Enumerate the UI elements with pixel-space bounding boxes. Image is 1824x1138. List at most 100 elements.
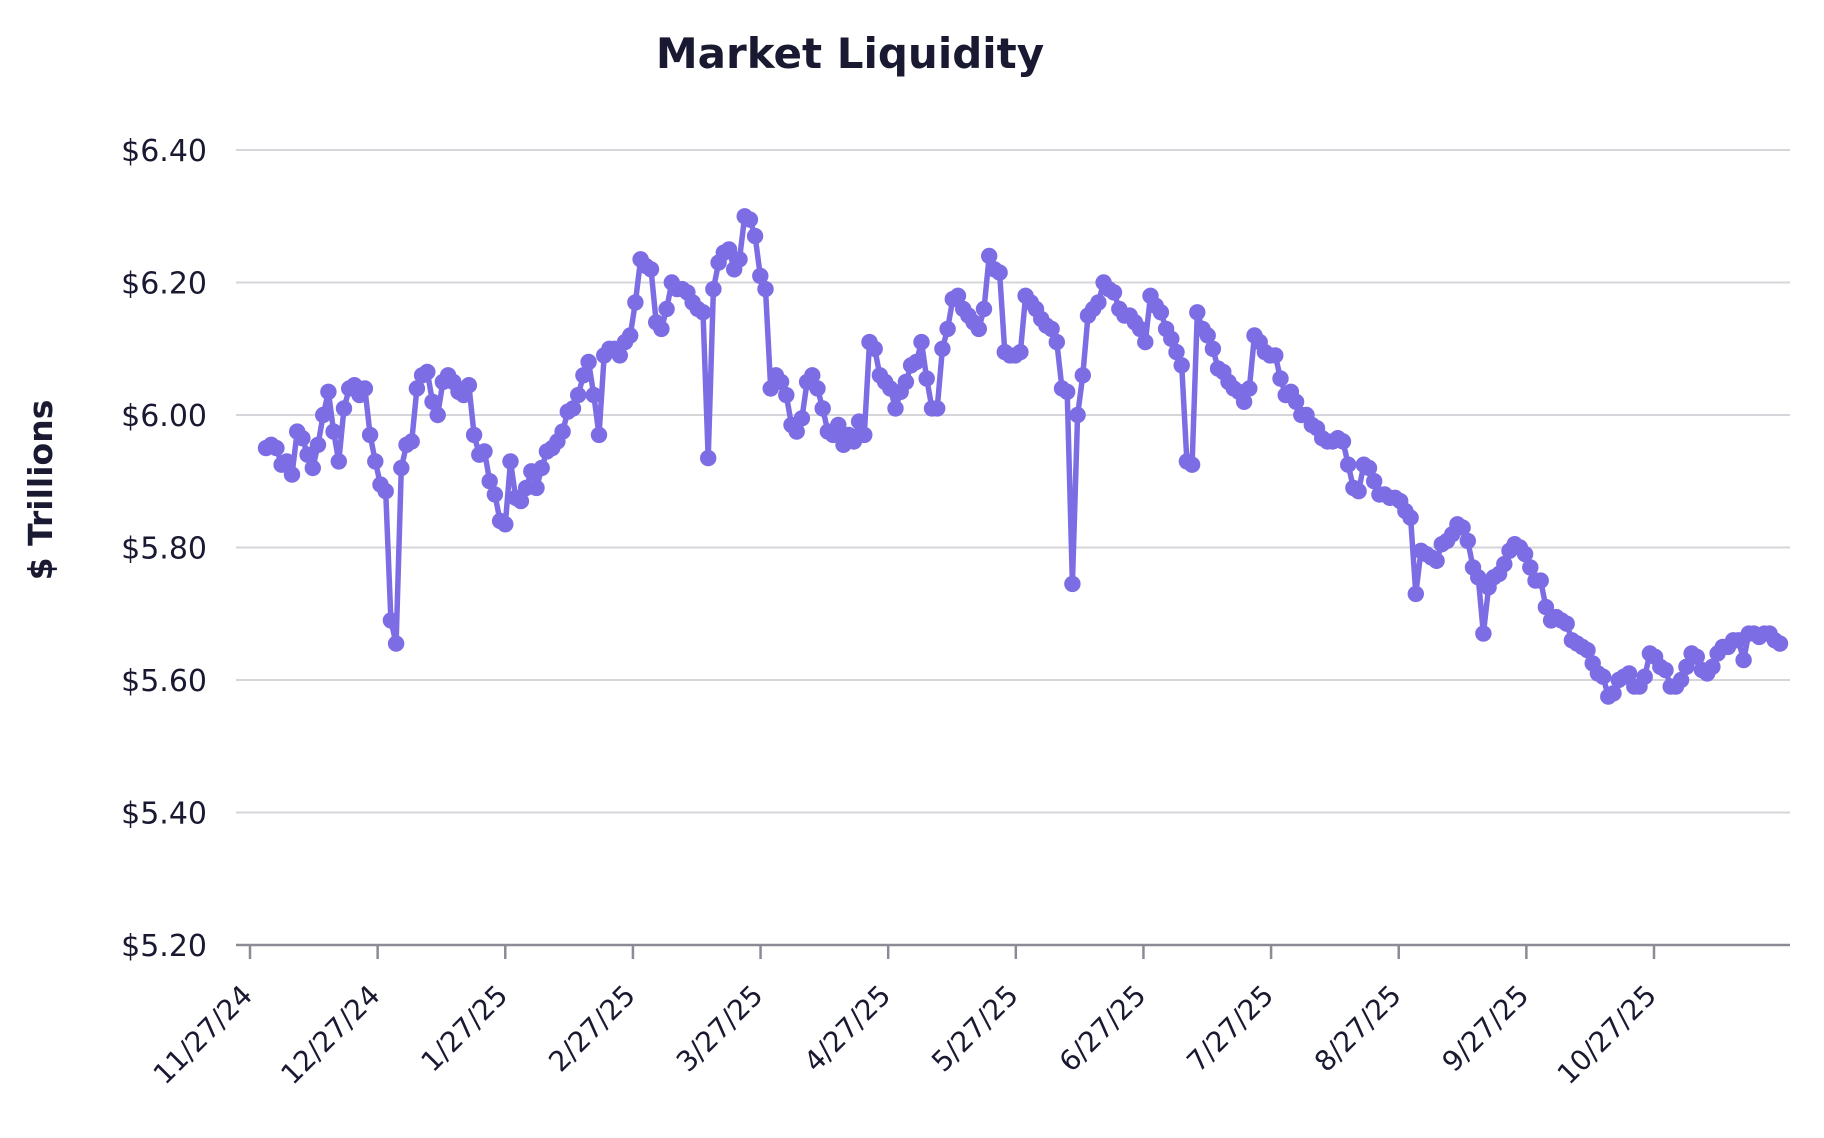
data-point-marker (642, 261, 660, 278)
data-point-marker (528, 479, 545, 497)
data-point-marker (1366, 473, 1383, 490)
data-point-marker (1069, 406, 1086, 424)
data-point-marker (856, 426, 873, 444)
data-point-marker (1735, 651, 1752, 669)
data-point-marker (320, 383, 337, 400)
y-tick-label: $5.20 (121, 929, 207, 964)
data-point-marker (497, 516, 514, 533)
y-tick-label: $5.80 (121, 532, 207, 567)
data-point-marker (1241, 380, 1258, 397)
data-point-marker (330, 453, 347, 470)
data-point-marker (934, 340, 951, 357)
data-point-marker (1137, 333, 1154, 351)
data-point-marker (1334, 433, 1352, 450)
data-point-marker (653, 320, 670, 338)
data-point-marker (757, 280, 774, 298)
data-point-marker (1204, 340, 1222, 357)
data-point-marker (1402, 509, 1419, 526)
data-point-marker (1152, 304, 1170, 321)
y-tick-label: $5.40 (121, 797, 207, 832)
data-point-marker (1189, 304, 1206, 321)
data-point-marker (970, 320, 987, 338)
data-point-marker (887, 400, 904, 417)
data-point-marker (1459, 532, 1477, 550)
x-tick-label: 2/27/25 (542, 979, 642, 1079)
data-point-marker (1163, 330, 1180, 347)
data-point-marker (356, 380, 374, 397)
y-axis-tick-labels: $6.40 $6.20 $6.00 $5.80 $5.60 $5.40 $5.20 (121, 134, 207, 964)
data-point-marker (1064, 575, 1081, 593)
data-point-marker (866, 340, 883, 357)
data-point-marker (1059, 383, 1076, 400)
data-point-marker (476, 443, 493, 460)
data-point-marker (1620, 665, 1638, 682)
data-point-marker (1173, 357, 1190, 374)
data-point-marker (309, 436, 327, 453)
data-point-marker (1558, 615, 1575, 632)
data-point-marker (1340, 456, 1357, 473)
line-series (257, 208, 1789, 705)
data-point-marker (564, 400, 582, 417)
data-point-marker (772, 373, 790, 391)
data-point-marker (939, 320, 956, 338)
x-tick-label: 7/27/25 (1180, 979, 1280, 1079)
y-tick-label: $5.60 (121, 664, 207, 699)
data-point-marker (746, 227, 764, 245)
data-point-marker (387, 635, 405, 652)
data-point-marker (830, 416, 847, 434)
gridlines (236, 149, 1790, 814)
x-tick-label: 4/27/25 (797, 979, 897, 1079)
data-point-marker (1454, 519, 1471, 536)
data-point-marker (804, 367, 821, 384)
data-point-marker (611, 347, 628, 364)
data-point-marker (419, 363, 436, 381)
data-point-marker (1657, 661, 1674, 679)
data-point-marker (1605, 685, 1622, 702)
data-point-marker (1771, 635, 1789, 652)
data-point-marker (304, 459, 321, 477)
data-point-marker (1074, 367, 1092, 384)
data-point-marker (1704, 658, 1721, 675)
x-tick-label: 8/27/25 (1308, 979, 1408, 1079)
data-point-marker (315, 406, 332, 424)
data-point-marker (1235, 393, 1253, 410)
data-point-marker (705, 280, 722, 298)
x-tick-label: 10/27/25 (1551, 979, 1663, 1091)
x-tick-label: 1/27/25 (415, 979, 515, 1079)
y-axis-title: $ Trillions (21, 400, 60, 581)
data-point-marker (580, 353, 597, 371)
data-point-marker (975, 300, 993, 318)
data-point-marker (377, 483, 394, 500)
data-point-marker (554, 423, 571, 440)
data-point-marker (1516, 545, 1534, 563)
x-tick-label: 3/27/25 (670, 979, 770, 1079)
data-point-marker (393, 459, 410, 477)
data-point-marker (1407, 585, 1425, 603)
data-point-marker (299, 446, 316, 463)
data-point-marker (1470, 569, 1487, 586)
data-point-marker (590, 426, 608, 444)
data-point-marker (658, 300, 675, 318)
data-point-marker (622, 327, 639, 344)
data-point-marker (720, 241, 738, 258)
data-point-marker (294, 430, 311, 447)
x-tick-label: 12/27/24 (274, 979, 386, 1091)
data-point-marker (1360, 459, 1378, 477)
data-point-marker (585, 386, 602, 404)
data-point-marker (278, 453, 295, 470)
data-point-marker (1678, 658, 1695, 675)
data-point-marker (949, 287, 967, 304)
data-point-marker (424, 393, 441, 410)
data-point-marker (1048, 333, 1066, 351)
data-point-marker (1090, 294, 1107, 311)
data-point-marker (918, 370, 935, 387)
data-point-marker (382, 612, 400, 629)
data-point-marker (1199, 327, 1216, 344)
data-point-marker (913, 333, 930, 351)
data-point-marker (481, 473, 498, 490)
data-point-marker (403, 433, 420, 450)
data-point-marker (533, 459, 550, 477)
y-tick-label: $6.00 (121, 399, 207, 434)
data-point-marker (991, 264, 1008, 281)
